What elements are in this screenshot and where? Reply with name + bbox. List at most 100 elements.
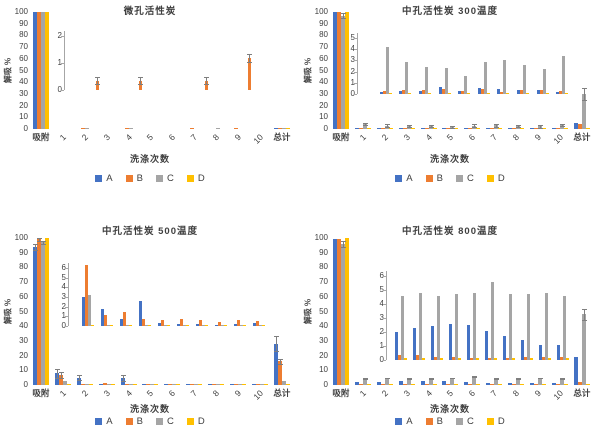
inset-y-tick-mark	[354, 49, 357, 51]
legend-label-D: D	[497, 173, 505, 184]
inset-y-tick-mark	[383, 346, 386, 347]
error-bar-C-吸附-cap-top	[40, 240, 46, 242]
bar-B-2	[80, 128, 85, 129]
inset-y-tick-label: 0	[350, 89, 355, 98]
error-bar-C-4-cap-top	[428, 377, 434, 379]
bar-B-8	[512, 128, 517, 129]
bar-D-8	[520, 128, 525, 129]
inset-bar-B-w4	[141, 319, 145, 326]
bar-D-总计	[285, 128, 290, 129]
legend-label-B: B	[136, 416, 143, 427]
error-bar-A-4-cap-bottom	[120, 380, 126, 382]
inset-bar-D-w1	[388, 93, 392, 94]
y-tick-label: 90	[319, 18, 328, 28]
inset-bar-D-w1	[404, 357, 407, 360]
legend-item-B: B	[425, 173, 443, 184]
bar-C-4	[128, 128, 133, 129]
y-tick-label: 100	[14, 7, 28, 16]
inset-bar-C-w1	[385, 46, 389, 94]
inset-y-tick-mark	[65, 316, 68, 318]
error-bar-B-总计	[279, 358, 281, 365]
error-bar-C-7-cap-bottom	[494, 378, 500, 380]
inset-bar-D-w6	[494, 357, 497, 360]
x-tick-label: 总计	[573, 388, 591, 398]
inset-y-tick-label: 1	[379, 341, 384, 350]
legend-item-B: B	[125, 173, 143, 184]
bar-C-9	[538, 377, 543, 385]
legend-swatch-A	[395, 175, 403, 182]
inset-y-tick-label: 4	[350, 44, 355, 54]
inset-bar-D-w9	[242, 325, 246, 326]
inset-y-tick-mark	[65, 287, 68, 289]
legend: A B C D	[300, 416, 600, 427]
legend-label-C: C	[166, 416, 174, 427]
y-tick-label: 50	[319, 65, 328, 75]
inset-y-tick-label: 4	[61, 282, 66, 292]
bar-B-3	[402, 128, 407, 129]
legend-swatch-C	[155, 175, 163, 182]
bar-A-10	[551, 383, 556, 385]
inset-bar-B-w2	[416, 355, 419, 360]
bar-D-吸附	[344, 238, 349, 385]
y-axis-title: 解吸 %	[303, 57, 313, 84]
inset-bar-A-w6	[485, 330, 488, 360]
bar-B-2	[80, 383, 85, 385]
y-tick-label: 20	[319, 350, 328, 360]
y-tick-label: 40	[19, 77, 28, 87]
bar-B-9	[534, 128, 539, 129]
inset-error-bar-B-w9-cap-bottom	[247, 61, 253, 63]
inset-bar-D-w5	[476, 357, 479, 360]
y-tick-label: 70	[19, 277, 28, 287]
bar-A-吸附	[332, 239, 337, 385]
error-bar-C-7-cap-bottom	[494, 126, 500, 128]
legend-item-C: C	[155, 416, 174, 427]
inset-error-bar-B-w7-cap-bottom	[203, 83, 209, 85]
inset-y-tick-mark	[65, 267, 68, 269]
inset-y-tick-mark	[61, 90, 64, 91]
error-bar-C-总计-cap-top	[581, 308, 587, 310]
y-tick-label: 50	[319, 306, 328, 316]
error-bar-B-吸附	[38, 238, 40, 241]
bar-D-6	[176, 384, 181, 385]
inset-y-tick-label: 6	[61, 262, 66, 272]
inset-y-axis	[386, 271, 387, 360]
bar-D-吸附	[44, 12, 49, 129]
inset-bar-B-w3	[122, 312, 126, 326]
inset-bar-D-w2	[422, 357, 425, 360]
bar-A-2	[376, 128, 381, 129]
legend-item-D: D	[486, 173, 505, 184]
inset-y-tick-mark	[354, 60, 357, 62]
x-tick-label: 吸附	[32, 388, 50, 398]
legend-item-D: D	[486, 416, 505, 427]
inset-bar-A-w2	[399, 90, 403, 94]
inset-bar-B-w7	[506, 357, 509, 360]
bar-A-5	[442, 128, 447, 129]
bar-C-8	[216, 128, 221, 129]
y-tick-label: 30	[319, 335, 328, 345]
y-axis-title: 解吸 %	[3, 298, 13, 325]
inset-y-tick-mark	[383, 276, 386, 277]
bar-C-总计	[281, 128, 286, 129]
y-tick-label: 0	[323, 380, 328, 389]
inset-y-tick-mark	[65, 296, 68, 298]
bar-D-5	[454, 128, 459, 129]
inset-y-tick-mark	[65, 277, 68, 279]
bar-D-6	[476, 128, 481, 129]
x-tick-label: 7	[188, 132, 200, 143]
error-bar-C-5-cap-bottom	[450, 128, 456, 130]
bar-A-8	[508, 128, 513, 129]
bar-C-1	[362, 378, 367, 385]
bar-A-4	[420, 381, 425, 385]
bar-A-10	[251, 384, 256, 385]
inset-y-tick-label: 5	[379, 285, 384, 294]
inset-bar-C-w1	[401, 295, 404, 360]
legend-label-B: B	[436, 416, 443, 427]
inset-bar-D-w9	[545, 93, 549, 94]
x-tick-label: 总计	[273, 132, 291, 142]
bar-A-1	[354, 128, 359, 129]
bar-A-3	[98, 383, 103, 385]
error-bar-C-5-cap-top	[450, 125, 456, 127]
inset-bar-A-w5	[157, 323, 161, 326]
error-bar-A-吸附-cap-top	[32, 243, 38, 245]
legend-label-C: C	[166, 173, 174, 184]
